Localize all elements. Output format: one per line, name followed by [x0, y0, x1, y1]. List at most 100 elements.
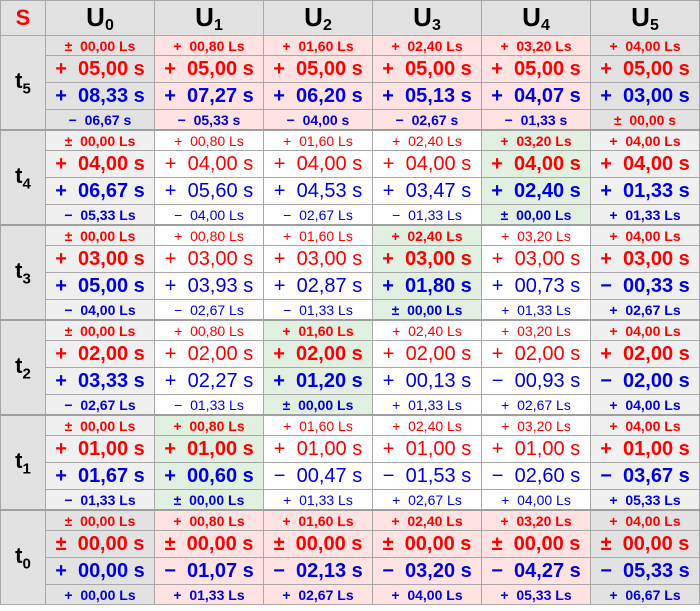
cell-t0-u1-line3: − 01,07 s [154, 557, 264, 585]
column-header-base: U [86, 1, 105, 32]
cell-t2-u3-line3: + 00,13 s [372, 367, 482, 395]
cell-t3-u5-line2: + 03,00 s [590, 245, 700, 273]
cell-t0-u4-line3: − 04,27 s [481, 557, 591, 585]
cell-t4-u2-line3: + 04,53 s [263, 177, 373, 205]
column-header-subscript: 3 [431, 16, 441, 34]
cell-t4-u4-line1: + 03,20 Ls [481, 129, 591, 151]
table-row: + 01,67 s + 00,60 s − 00,47 s − 01,53 s − 02… [1, 462, 700, 490]
cell-t1-u0-line1: ± 00,00 Ls [45, 414, 155, 436]
column-header-u0: U0 [45, 0, 155, 36]
table-row: + 01,00 s + 01,00 s + 01,00 s + 01,00 s + 01… [1, 435, 700, 463]
column-header-base: U [631, 1, 650, 32]
cell-t0-u0-line2: ± 00,00 s [45, 530, 155, 558]
table-row: ± 00,00 s ± 00,00 s ± 00,00 s ± 00,00 s ± 00… [1, 530, 700, 558]
cell-t5-u2-line4: − 04,00 s [263, 109, 373, 131]
cell-t0-u4-line4: + 05,33 Ls [481, 584, 591, 605]
row-header-t4: t4 [0, 129, 46, 226]
cell-t4-u5-line4: + 01,33 Ls [590, 204, 700, 226]
row-header-subscript: 5 [22, 80, 31, 98]
cell-t1-u0-line2: + 01,00 s [45, 435, 155, 463]
cell-t0-u3-line4: + 04,00 Ls [372, 584, 482, 605]
cell-t5-u4-line1: + 03,20 Ls [481, 35, 591, 56]
cell-t1-u1-line2: + 01,00 s [154, 435, 264, 463]
cell-t2-u4-line4: + 02,67 Ls [481, 394, 591, 416]
table-row: t2 ± 00,00 Ls + 00,80 Ls + 01,60 Ls + 02,40 … [0, 319, 700, 416]
cell-t0-u0-line1: ± 00,00 Ls [45, 509, 155, 531]
cell-t4-u1-line1: + 00,80 Ls [154, 129, 264, 151]
cell-t2-u5-line2: + 02,00 s [590, 340, 700, 368]
table-row: t0 ± 00,00 Ls + 00,80 Ls + 01,60 Ls + 02,40 … [0, 509, 700, 605]
cell-t4-u5-line3: + 01,33 s [590, 177, 700, 205]
cell-t2-u3-line1: + 02,40 Ls [372, 319, 482, 341]
cell-t3-u0-line2: + 03,00 s [45, 245, 155, 273]
table-row: − 05,33 Ls − 04,00 Ls − 02,67 Ls − 01,33 Ls… [1, 204, 700, 226]
table-row: − 06,67 s − 05,33 s − 04,00 s − 02,67 s − 01… [1, 109, 700, 131]
cell-t5-u2-line1: + 01,60 Ls [263, 35, 373, 56]
header-row: S U0 U1 U2 U3 U4 U5 [0, 0, 700, 36]
cell-t3-u0-line4: − 04,00 Ls [45, 299, 155, 321]
cell-t5-u1-line4: − 05,33 s [154, 109, 264, 131]
cell-t3-u5-line4: + 02,67 Ls [590, 299, 700, 321]
row-header-base: t [15, 447, 23, 473]
cell-t5-u0-line4: − 06,67 s [45, 109, 155, 131]
table-row: + 03,00 s + 03,00 s + 03,00 s + 03,00 s + 03… [1, 245, 700, 273]
cell-t4-u3-line3: + 03,47 s [372, 177, 482, 205]
cell-t5-u2-line2: + 05,00 s [263, 55, 373, 83]
column-header-subscript: 1 [213, 16, 223, 34]
row-header-base: t [15, 162, 23, 188]
cell-t0-u4-line2: ± 00,00 s [481, 530, 591, 558]
table-row: t1 ± 00,00 Ls + 00,80 Ls + 01,60 Ls + 02,40 … [0, 414, 700, 511]
column-header-subscript: 0 [104, 16, 114, 34]
cell-t3-u4-line2: + 03,00 s [481, 245, 591, 273]
cell-t1-u5-line1: + 04,00 Ls [590, 414, 700, 436]
cell-t0-u0-line3: + 00,00 s [45, 557, 155, 585]
cell-t5-u0-line2: + 05,00 s [45, 55, 155, 83]
cell-t2-u0-line1: ± 00,00 Ls [45, 319, 155, 341]
cell-t1-u1-line4: ± 00,00 Ls [154, 489, 264, 511]
cell-t4-u0-line1: ± 00,00 Ls [45, 129, 155, 151]
cell-t0-u2-line3: − 02,13 s [263, 557, 373, 585]
cell-t5-u5-line1: + 04,00 Ls [590, 35, 700, 56]
cell-t4-u0-line4: − 05,33 Ls [45, 204, 155, 226]
cell-t4-u3-line4: − 01,33 Ls [372, 204, 482, 226]
column-header-base: U [195, 1, 214, 32]
table-row: − 01,33 Ls ± 00,00 Ls + 01,33 Ls + 02,67 Ls… [1, 489, 700, 511]
cell-t1-u5-line4: + 05,33 Ls [590, 489, 700, 511]
cell-t5-u1-line1: + 00,80 Ls [154, 35, 264, 56]
cell-t0-u1-line2: ± 00,00 s [154, 530, 264, 558]
cell-t3-u1-line4: − 02,67 Ls [154, 299, 264, 321]
row-header-base: t [15, 257, 23, 283]
cell-t1-u3-line1: + 02,40 Ls [372, 414, 482, 436]
cell-t2-u3-line4: + 01,33 Ls [372, 394, 482, 416]
cell-t0-u3-line2: ± 00,00 s [372, 530, 482, 558]
corner-header: S [0, 0, 46, 36]
cell-t2-u0-line4: − 02,67 Ls [45, 394, 155, 416]
row-header-t5: t5 [0, 35, 46, 131]
column-header-u3: U3 [372, 0, 482, 36]
column-header-base: U [522, 1, 541, 32]
cell-t2-u5-line3: − 02,00 s [590, 367, 700, 395]
cell-t0-u5-line4: + 06,67 Ls [590, 584, 700, 605]
cell-t3-u5-line3: − 00,33 s [590, 272, 700, 300]
cell-t3-u1-line3: + 03,93 s [154, 272, 264, 300]
table-row: + 03,33 s + 02,27 s + 01,20 s + 00,13 s − 00… [1, 367, 700, 395]
cell-t3-u1-line1: + 00,80 Ls [154, 224, 264, 246]
table-row: t3 ± 00,00 Ls + 00,80 Ls + 01,60 Ls + 02,40 … [0, 224, 700, 321]
cell-t4-u4-line4: ± 00,00 Ls [481, 204, 591, 226]
cell-t5-u3-line3: + 05,13 s [372, 82, 482, 110]
table-row: + 06,67 s + 05,60 s + 04,53 s + 03,47 s + 02… [1, 177, 700, 205]
table-row: t4 ± 00,00 Ls + 00,80 Ls + 01,60 Ls + 02,40 … [0, 129, 700, 226]
table-row: t5 ± 00,00 Ls + 00,80 Ls + 01,60 Ls + 02,40 … [0, 35, 700, 131]
cell-t2-u3-line2: + 02,00 s [372, 340, 482, 368]
cell-t3-u3-line4: ± 00,00 Ls [372, 299, 482, 321]
cell-t4-u5-line1: + 04,00 Ls [590, 129, 700, 151]
cell-t2-u2-line2: + 02,00 s [263, 340, 373, 368]
cell-t1-u2-line3: − 00,47 s [263, 462, 373, 490]
cell-t3-u0-line1: ± 00,00 Ls [45, 224, 155, 246]
cell-t2-u2-line3: + 01,20 s [263, 367, 373, 395]
cell-t5-u3-line2: + 05,00 s [372, 55, 482, 83]
table-row: + 00,00 s − 01,07 s − 02,13 s − 03,20 s − 04… [1, 557, 700, 585]
column-header-u4: U4 [481, 0, 591, 36]
column-header-base: U [413, 1, 432, 32]
table-row: + 08,33 s + 07,27 s + 06,20 s + 05,13 s + 04… [1, 82, 700, 110]
